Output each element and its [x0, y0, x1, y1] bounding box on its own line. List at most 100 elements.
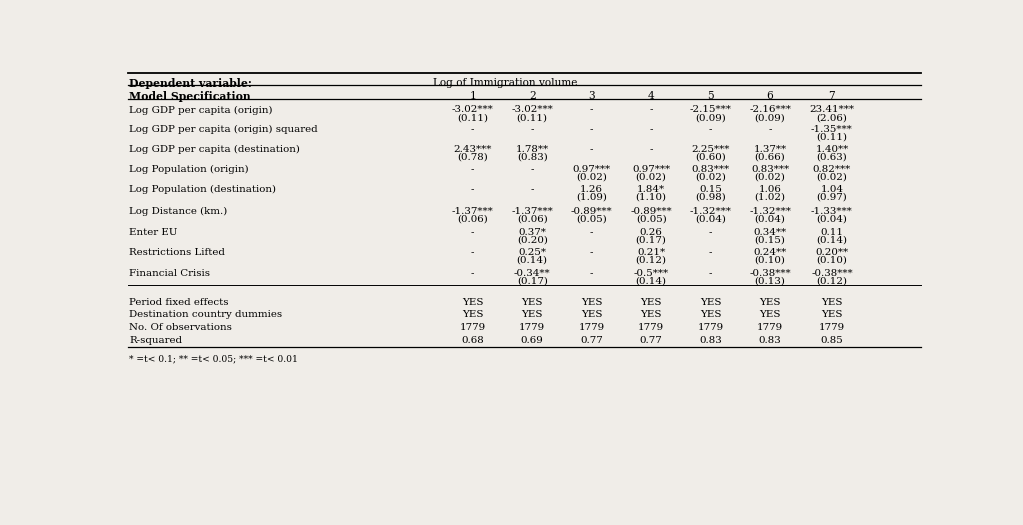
Text: -0.34**: -0.34**: [514, 269, 550, 278]
Text: 1779: 1779: [579, 322, 605, 331]
Text: Enter EU: Enter EU: [130, 228, 178, 237]
Text: Log of Immigration volume: Log of Immigration volume: [433, 78, 578, 88]
Text: Financial Crisis: Financial Crisis: [130, 269, 211, 278]
Text: YES: YES: [821, 298, 843, 307]
Text: (0.02): (0.02): [816, 173, 847, 182]
Text: -2.15***: -2.15***: [690, 106, 731, 114]
Text: (1.09): (1.09): [576, 192, 607, 202]
Text: (0.04): (0.04): [816, 215, 847, 224]
Text: -0.38***: -0.38***: [749, 269, 791, 278]
Text: 1: 1: [470, 91, 476, 101]
Text: Dependent variable:: Dependent variable:: [130, 78, 253, 89]
Text: YES: YES: [522, 298, 543, 307]
Text: 7: 7: [829, 91, 835, 101]
Text: 0.85: 0.85: [820, 336, 843, 345]
Text: Log Population (destination): Log Population (destination): [130, 185, 276, 194]
Text: (0.02): (0.02): [696, 173, 726, 182]
Text: Log Distance (km.): Log Distance (km.): [130, 207, 228, 216]
Text: (0.83): (0.83): [517, 153, 547, 162]
Text: -: -: [709, 269, 712, 278]
Text: 0.82***: 0.82***: [813, 165, 851, 174]
Text: 0.83: 0.83: [759, 336, 782, 345]
Text: -: -: [709, 125, 712, 134]
Text: (0.11): (0.11): [517, 113, 547, 122]
Text: -: -: [768, 125, 771, 134]
Text: 0.37*: 0.37*: [519, 228, 546, 237]
Text: -: -: [471, 269, 475, 278]
Text: Model Specification: Model Specification: [130, 91, 251, 102]
Text: 1779: 1779: [698, 322, 723, 331]
Text: -: -: [590, 269, 593, 278]
Text: 1779: 1779: [519, 322, 545, 331]
Text: -1.35***: -1.35***: [811, 125, 853, 134]
Text: YES: YES: [462, 298, 484, 307]
Text: Log Population (origin): Log Population (origin): [130, 165, 249, 174]
Text: (0.12): (0.12): [635, 256, 667, 265]
Text: No. Of observations: No. Of observations: [130, 322, 232, 331]
Text: -0.89***: -0.89***: [571, 207, 613, 216]
Text: 1.26: 1.26: [580, 185, 604, 194]
Text: (0.14): (0.14): [816, 235, 847, 244]
Text: (0.06): (0.06): [517, 215, 547, 224]
Text: YES: YES: [700, 310, 721, 319]
Text: -3.02***: -3.02***: [452, 106, 494, 114]
Text: 3: 3: [588, 91, 595, 101]
Text: -: -: [650, 125, 653, 134]
Text: YES: YES: [462, 310, 484, 319]
Text: (0.17): (0.17): [635, 235, 667, 244]
Text: (0.06): (0.06): [457, 215, 488, 224]
Text: * =t< 0.1; ** =t< 0.05; *** =t< 0.01: * =t< 0.1; ** =t< 0.05; *** =t< 0.01: [130, 355, 299, 364]
Text: -0.38***: -0.38***: [811, 269, 853, 278]
Text: -: -: [709, 228, 712, 237]
Text: Log GDP per capita (origin) squared: Log GDP per capita (origin) squared: [130, 125, 318, 134]
Text: (0.02): (0.02): [576, 173, 607, 182]
Text: -0.5***: -0.5***: [633, 269, 669, 278]
Text: -0.89***: -0.89***: [630, 207, 672, 216]
Text: -: -: [471, 248, 475, 257]
Text: -: -: [471, 165, 475, 174]
Text: 1.84*: 1.84*: [637, 185, 665, 194]
Text: Destination country dummies: Destination country dummies: [130, 310, 282, 319]
Text: 2.25***: 2.25***: [692, 145, 729, 154]
Text: 0.25*: 0.25*: [519, 248, 546, 257]
Text: 1.06: 1.06: [759, 185, 782, 194]
Text: YES: YES: [581, 298, 603, 307]
Text: YES: YES: [821, 310, 843, 319]
Text: 1.04: 1.04: [820, 185, 843, 194]
Text: 0.77: 0.77: [639, 336, 663, 345]
Text: -: -: [471, 125, 475, 134]
Text: (0.12): (0.12): [816, 276, 847, 285]
Text: (0.78): (0.78): [457, 153, 488, 162]
Text: Period fixed effects: Period fixed effects: [130, 298, 229, 307]
Text: R-squared: R-squared: [130, 336, 182, 345]
Text: (0.09): (0.09): [755, 113, 786, 122]
Text: Log GDP per capita (origin): Log GDP per capita (origin): [130, 106, 273, 114]
Text: YES: YES: [581, 310, 603, 319]
Text: (0.66): (0.66): [755, 153, 786, 162]
Text: 0.83***: 0.83***: [692, 165, 729, 174]
Text: 0.69: 0.69: [521, 336, 543, 345]
Text: YES: YES: [700, 298, 721, 307]
Text: 6: 6: [766, 91, 773, 101]
Text: 1779: 1779: [757, 322, 784, 331]
Text: 2: 2: [529, 91, 536, 101]
Text: -: -: [531, 185, 534, 194]
Text: 0.68: 0.68: [461, 336, 484, 345]
Text: (0.04): (0.04): [755, 215, 786, 224]
Text: 1.37**: 1.37**: [754, 145, 787, 154]
Text: (1.10): (1.10): [635, 192, 667, 202]
Text: -: -: [531, 165, 534, 174]
Text: 0.34**: 0.34**: [754, 228, 787, 237]
Text: -: -: [590, 106, 593, 114]
Text: 0.15: 0.15: [699, 185, 722, 194]
Text: -: -: [471, 228, 475, 237]
Text: (0.14): (0.14): [517, 256, 547, 265]
Text: 0.83: 0.83: [700, 336, 722, 345]
Text: -: -: [590, 228, 593, 237]
Text: (0.10): (0.10): [816, 256, 847, 265]
Text: YES: YES: [640, 310, 662, 319]
Text: -2.16***: -2.16***: [749, 106, 791, 114]
Text: (0.10): (0.10): [755, 256, 786, 265]
Text: 4: 4: [648, 91, 655, 101]
Text: 1779: 1779: [818, 322, 845, 331]
